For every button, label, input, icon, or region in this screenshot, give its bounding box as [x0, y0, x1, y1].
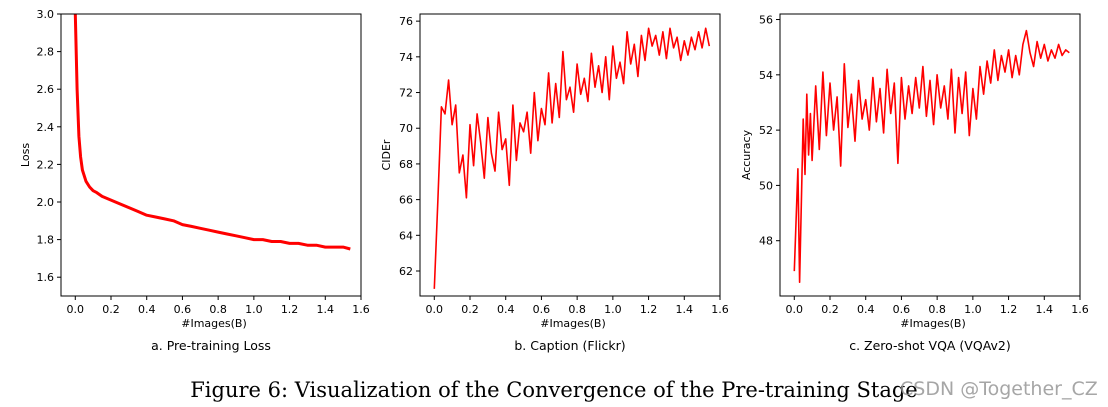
y-tick-label: 1.8 — [37, 234, 55, 247]
y-tick-label: 62 — [399, 265, 413, 278]
y-tick-label: 54 — [759, 69, 773, 82]
x-tick-label: 1.0 — [604, 303, 622, 316]
y-tick-label: 70 — [399, 122, 413, 135]
x-tick-label: 1.0 — [964, 303, 982, 316]
series-line-2-1 — [433, 27, 711, 289]
x-tick-label: 0.2 — [102, 303, 120, 316]
y-tick-label: 64 — [399, 229, 413, 242]
x-tick-label: 0.2 — [821, 303, 839, 316]
x-tick-label: 1.6 — [711, 303, 729, 316]
chart-panel-1: 0.0 0.2 0.4 0.6 0.8 1.0 1.2 1.4 1.6 1.6 1.8 2.0 2.2 2… — [19, 8, 370, 353]
x-tick-label: 0.2 — [461, 303, 479, 316]
y-tick-label: 56 — [759, 14, 773, 27]
x-tick-label: 0.6 — [533, 303, 551, 316]
y-tick-label: 66 — [399, 194, 413, 207]
x-axis-label: #Images(B) — [540, 317, 606, 330]
x-tick-label: 0.4 — [138, 303, 156, 316]
chart-panel-3: 0.0 0.2 0.4 0.6 0.8 1.0 1.2 1.4 1.6 48 50 52 54 56 #Im… — [740, 13, 1089, 353]
x-tick-label: 1.6 — [352, 303, 370, 316]
y-tick-label: 68 — [399, 158, 413, 171]
x-tick-label: 0.4 — [497, 303, 515, 316]
y-axis-label: Accuracy — [740, 129, 753, 180]
series-line-3-1 — [793, 29, 1070, 284]
y-tick-label: 2.0 — [37, 196, 55, 209]
x-tick-label: 1.2 — [640, 303, 658, 316]
axes-frame — [60, 13, 362, 297]
x-tick-label: 1.4 — [1036, 303, 1054, 316]
x-tick-label: 0.8 — [209, 303, 227, 316]
x-tick-label: 1.2 — [281, 303, 299, 316]
y-tick-label: 1.6 — [37, 271, 55, 284]
x-tick-label: 0.8 — [568, 303, 586, 316]
x-tick-label: 0.6 — [893, 303, 911, 316]
x-axis-label: #Images(B) — [181, 317, 247, 330]
subplot-caption: c. Zero-shot VQA (VQAv2) — [849, 338, 1011, 353]
watermark-text: CSDN @Together_CZ — [900, 378, 1098, 400]
subplot-caption: a. Pre-training Loss — [151, 338, 271, 353]
x-tick-label: 1.4 — [676, 303, 694, 316]
x-tick-label: 1.0 — [245, 303, 263, 316]
y-tick-label: 2.6 — [37, 83, 55, 96]
x-tick-label: 0.8 — [928, 303, 946, 316]
y-tick-label: 48 — [759, 235, 773, 248]
x-tick-label: 0.0 — [67, 303, 85, 316]
axes-frame — [779, 13, 1081, 297]
figure-caption: Figure 6: Visualization of the Convergen… — [190, 378, 918, 402]
y-tick-label: 74 — [399, 51, 413, 64]
series-line-1-1 — [73, 14, 351, 251]
y-tick-label: 2.4 — [37, 121, 55, 134]
y-tick-label: 2.2 — [37, 158, 55, 171]
x-tick-label: 0.0 — [426, 303, 444, 316]
axes-frame — [419, 13, 721, 297]
y-tick-label: 3.0 — [37, 8, 55, 21]
x-tick-label: 0.4 — [857, 303, 875, 316]
x-tick-label: 1.2 — [1000, 303, 1018, 316]
y-tick-label: 72 — [399, 87, 413, 100]
x-tick-label: 0.0 — [786, 303, 804, 316]
y-axis-label: CIDEr — [380, 139, 393, 170]
subplot-caption: b. Caption (Flickr) — [514, 338, 625, 353]
x-tick-label: 1.4 — [317, 303, 335, 316]
y-tick-label: 2.8 — [37, 46, 55, 59]
y-tick-label: 52 — [759, 124, 773, 137]
y-tick-label: 50 — [759, 179, 773, 192]
y-tick-label: 76 — [399, 15, 413, 28]
chart-panel-2: 0.0 0.2 0.4 0.6 0.8 1.0 1.2 1.4 1.6 62 64 66 68 70 72 7… — [380, 13, 729, 353]
y-axis-label: Loss — [19, 143, 32, 167]
x-tick-label: 1.6 — [1071, 303, 1089, 316]
x-axis-label: #Images(B) — [900, 317, 966, 330]
x-tick-label: 0.6 — [174, 303, 192, 316]
